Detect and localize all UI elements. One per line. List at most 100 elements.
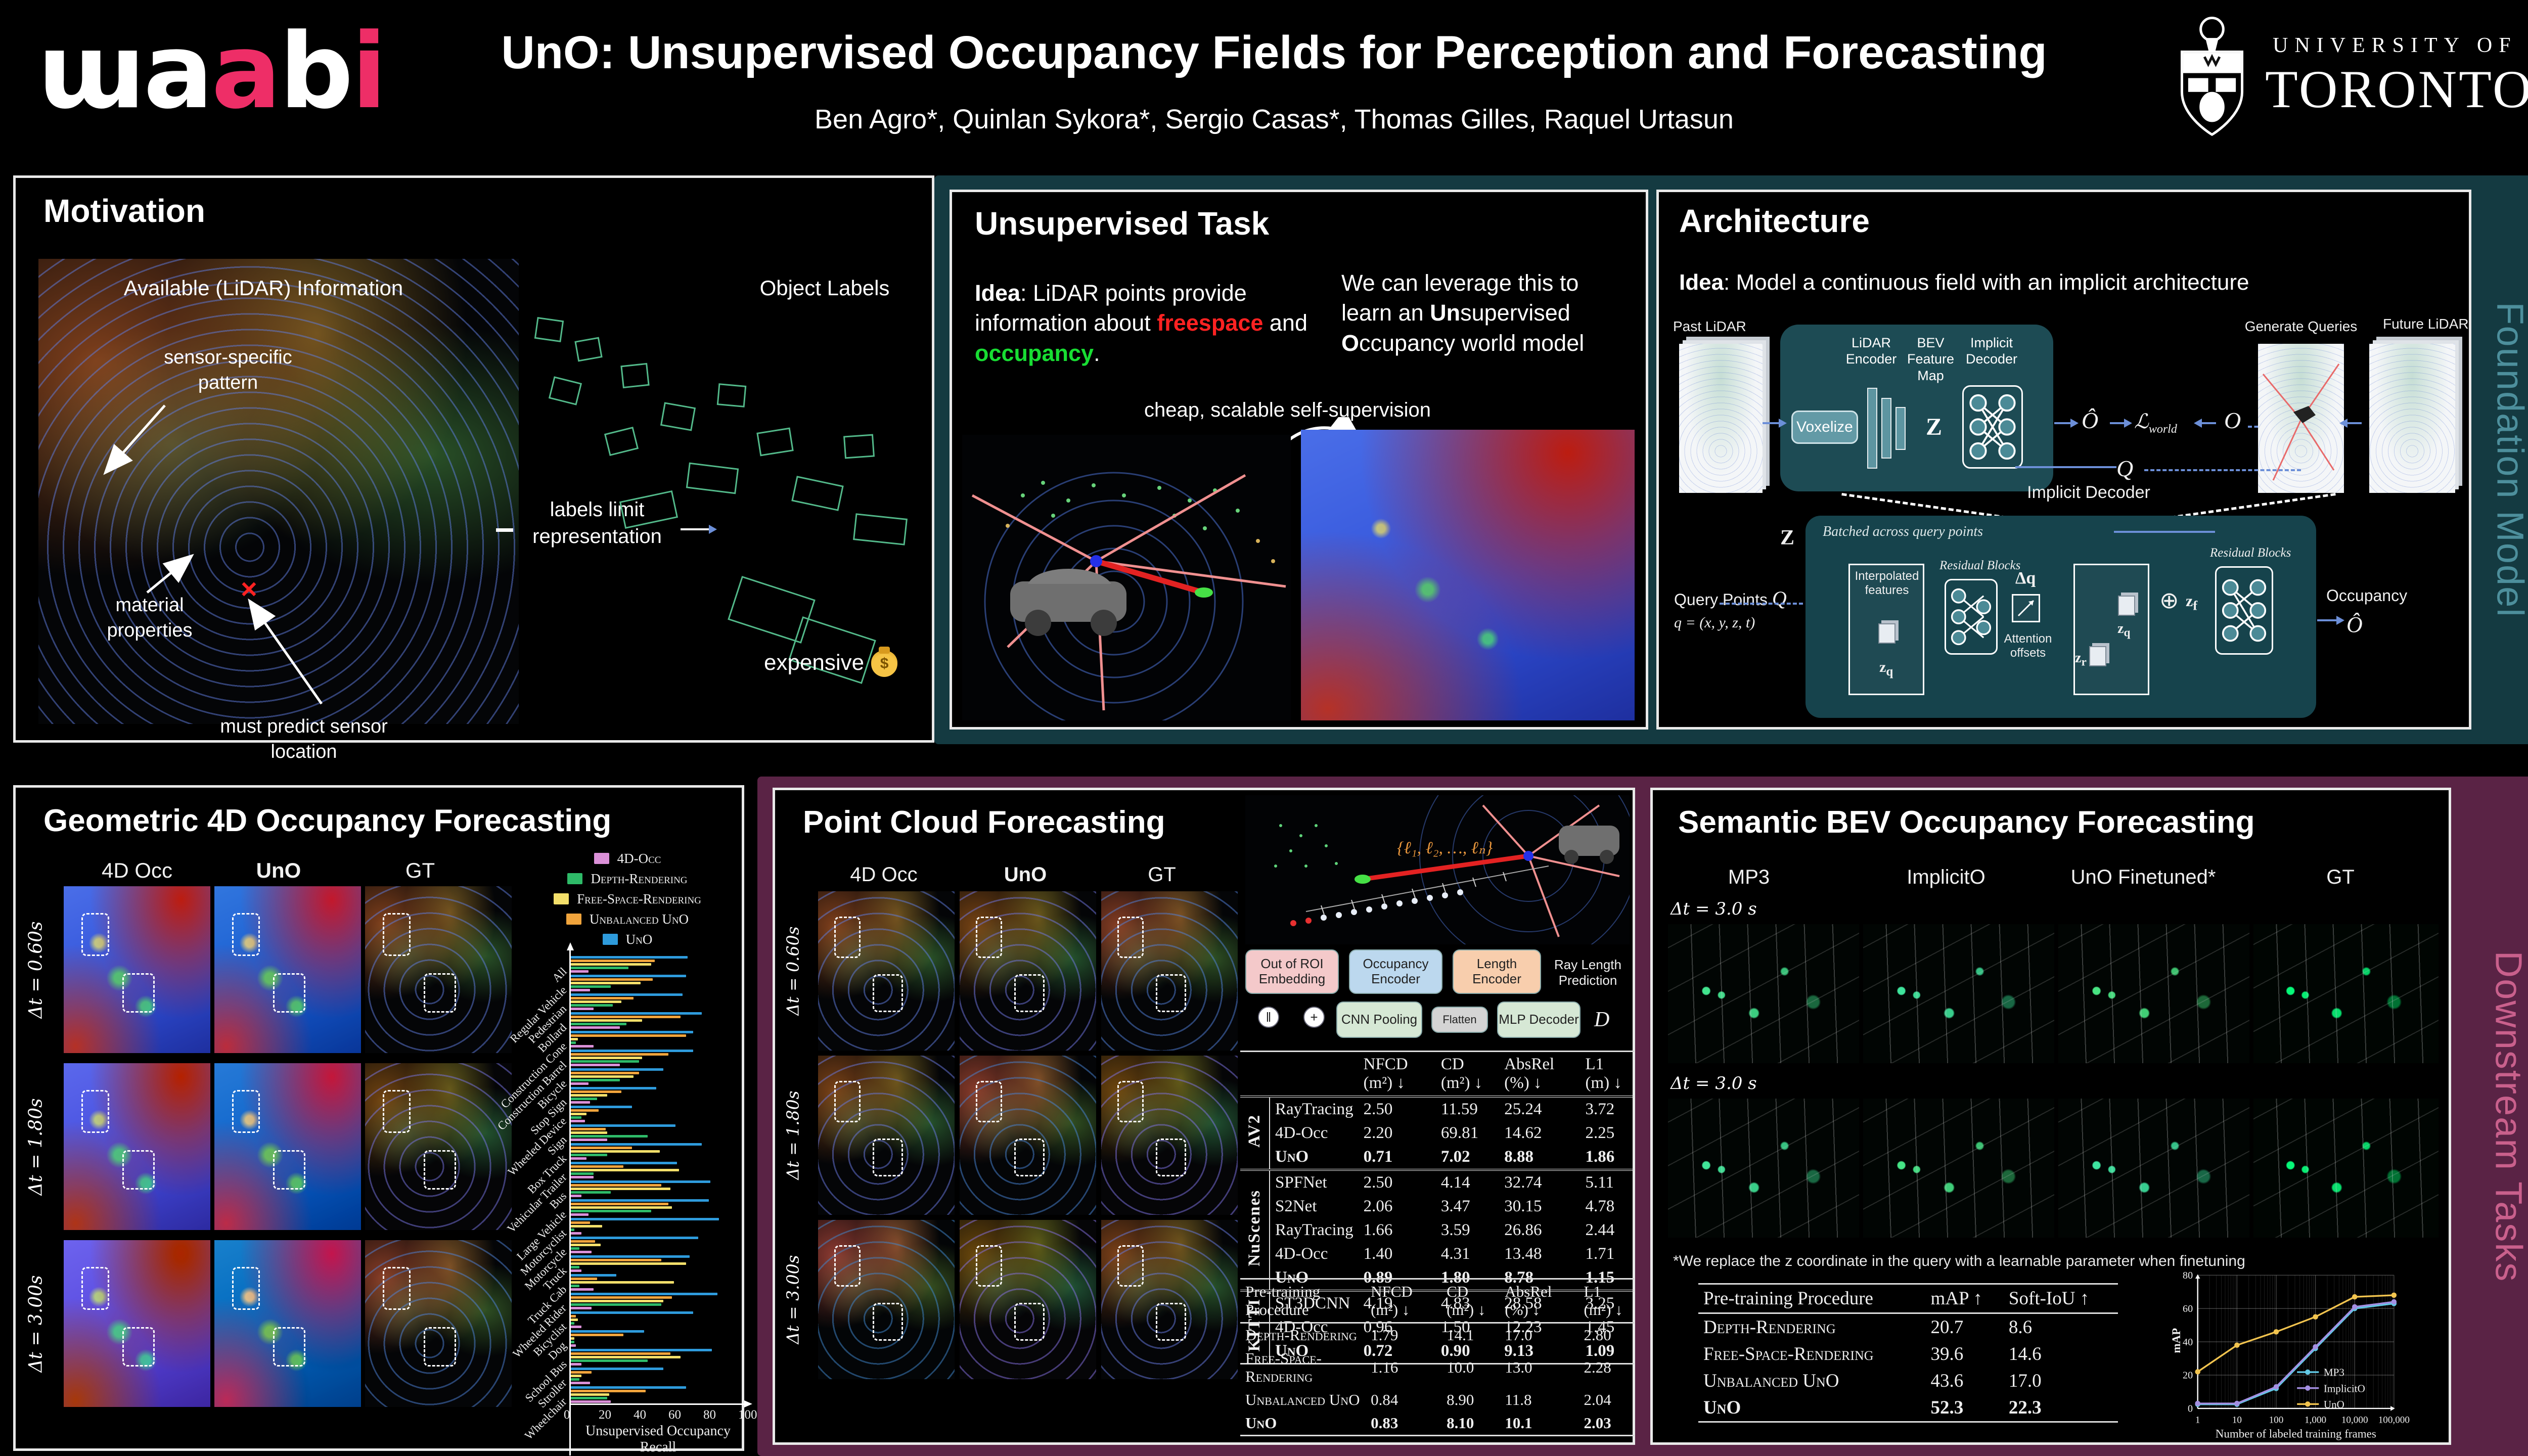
uoft-line2: TORONTO — [2265, 60, 2528, 119]
value-cell: 26.86 — [1504, 1221, 1542, 1239]
bar — [571, 1352, 670, 1355]
bar — [571, 1087, 657, 1089]
red-x-icon: × — [241, 573, 257, 605]
bar — [571, 956, 688, 959]
value-cell: 1.79 — [1371, 1326, 1398, 1344]
value-cell: 3.59 — [1440, 1221, 1470, 1239]
value-cell: 1.09 — [1585, 1342, 1615, 1360]
bar — [571, 1262, 686, 1265]
foundation-model-strip: Foundation Model — [2474, 175, 2528, 744]
svg-text:100: 100 — [2269, 1415, 2284, 1426]
method-cell: 4D-Occ — [1275, 1124, 1328, 1142]
architecture-idea: Idea: Model a continuous field with an i… — [1679, 270, 2249, 295]
data-point — [2234, 1400, 2240, 1406]
bar — [571, 1120, 585, 1122]
col-header: L1 (m²) ↓ — [1578, 1279, 1635, 1324]
bar-group: Stop Sign — [528, 1085, 744, 1137]
bar — [571, 1154, 608, 1156]
bar — [571, 1393, 609, 1396]
bar-group: Wheeled Rider — [511, 1291, 744, 1360]
bar — [571, 1247, 580, 1250]
occupancy-word: occupancy — [975, 340, 1094, 366]
svg-text:10,000: 10,000 — [2341, 1415, 2368, 1426]
bar — [571, 1203, 669, 1205]
geometric-panel: Geometric 4D Occupancy Forecasting 4D Oc… — [13, 785, 757, 1455]
bar — [571, 978, 653, 981]
pc-col-gt: GT — [1148, 863, 1176, 886]
value-cell: 32.74 — [1499, 1169, 1581, 1195]
sem-row2-label: Δt = 3.0 s — [1671, 1073, 1757, 1094]
sem-img-gt-2 — [2253, 1099, 2439, 1238]
bar — [571, 1266, 580, 1268]
svg-text:0: 0 — [2188, 1403, 2193, 1415]
bar — [571, 1337, 574, 1340]
sem-col-uno-finetuned: UnO Finetuned* — [2070, 866, 2216, 888]
legend-entry: Unbalanced UnO — [521, 909, 734, 929]
residual-blocks-icon — [1945, 579, 1998, 655]
semantic-panel: Semantic BEV Occupancy Forecasting MP3 I… — [1650, 788, 2451, 1445]
value-cell: 22.3 — [2008, 1397, 2042, 1418]
attention-offset-icon — [2012, 594, 2040, 622]
bar — [571, 1026, 620, 1029]
foundation-model-label: Foundation Model — [2490, 302, 2528, 618]
bar-group: Bicycle — [535, 1067, 744, 1111]
page-title: UnO: Unsupervised Occupancy Fields for P… — [501, 27, 2047, 78]
bar — [571, 1113, 587, 1115]
predict-location-label: must predict sensor location — [220, 716, 388, 763]
ray-length-pred-label: Ray Length Prediction — [1554, 957, 1621, 988]
value-cell: 3.47 — [1440, 1197, 1470, 1215]
sem-img-gt-1 — [2253, 924, 2439, 1063]
bar — [571, 970, 589, 973]
value-cell: 2.06 — [1363, 1197, 1393, 1215]
bar — [571, 1188, 670, 1190]
table-row: Unbalanced UnO 0.84 8.90 11.8 2.04 — [1240, 1388, 1635, 1412]
batched-label: Batched across query points — [1823, 524, 1983, 539]
bar — [571, 1012, 702, 1015]
plus-icon: + — [1303, 1007, 1325, 1028]
col-header: AbsRel (%) ↓ — [1500, 1279, 1579, 1324]
downstream-tasks-container: Point Cloud Forecasting 4D Occ UnO GT Δt… — [757, 777, 2528, 1456]
method-cell: UnO — [1275, 1148, 1309, 1166]
residual-blocks2-icon — [2215, 566, 2273, 655]
value-cell: 2.50 — [1358, 1169, 1436, 1195]
bar — [571, 1349, 712, 1351]
bar — [571, 1000, 622, 1003]
bar — [571, 960, 655, 962]
sem-img-mp3-2 — [1668, 1099, 1859, 1238]
pointcloud-panel: Point Cloud Forecasting 4D Occ UnO GT Δt… — [773, 788, 1635, 1445]
method-cell: SPFNet — [1270, 1169, 1359, 1195]
bar — [571, 1045, 594, 1048]
geo-col-uno: UnO — [256, 858, 301, 882]
money-bag-icon — [871, 647, 898, 677]
car-icon — [1010, 569, 1126, 636]
encoder-pipeline-box: LiDAR Encoder BEV Feature Map Implicit D… — [1780, 325, 2053, 491]
bar — [571, 1311, 693, 1314]
expand-line-right — [2170, 493, 2336, 519]
geo-img-gt-2 — [365, 1063, 512, 1230]
bar — [571, 1041, 576, 1044]
bar — [571, 1378, 580, 1381]
queries-symbol: Q — [2116, 456, 2134, 481]
sem-img-uno-2 — [2058, 1099, 2249, 1238]
bar — [571, 1400, 611, 1403]
value-cell: 17.0 — [1505, 1326, 1532, 1344]
value-cell: 7.02 — [1440, 1148, 1470, 1166]
bar-legend: 4D-Occ Depth-Rendering Free-Space-Renderin… — [521, 848, 734, 949]
data-point — [2352, 1294, 2358, 1300]
value-cell: 1.66 — [1363, 1221, 1393, 1239]
value-cell: 69.81 — [1440, 1124, 1479, 1142]
z-symbol: Z — [1926, 414, 1943, 440]
value-cell: 1.86 — [1585, 1148, 1615, 1166]
zr-symbol: zr — [2075, 650, 2087, 669]
series-line — [2197, 1301, 2395, 1404]
dashed-query-flow — [2144, 469, 2301, 471]
expand-line-left — [1841, 493, 2007, 519]
architecture-panel: Architecture Idea: Model a continuous fi… — [1656, 190, 2471, 730]
foundation-model-container: Unsupervised Task Idea: LiDAR points pro… — [934, 175, 2528, 744]
motivation-panel: Motivation × Available (LiDAR) Informati… — [13, 175, 934, 762]
unsupervised-task-title: Unsupervised Task — [975, 205, 1270, 242]
legend-swatch — [594, 853, 609, 864]
concat-icon: ‖ — [1258, 1007, 1279, 1028]
occupancy-recall-bar-chart: 4D-Occ Depth-Rendering Free-Space-Renderin… — [495, 848, 757, 1455]
